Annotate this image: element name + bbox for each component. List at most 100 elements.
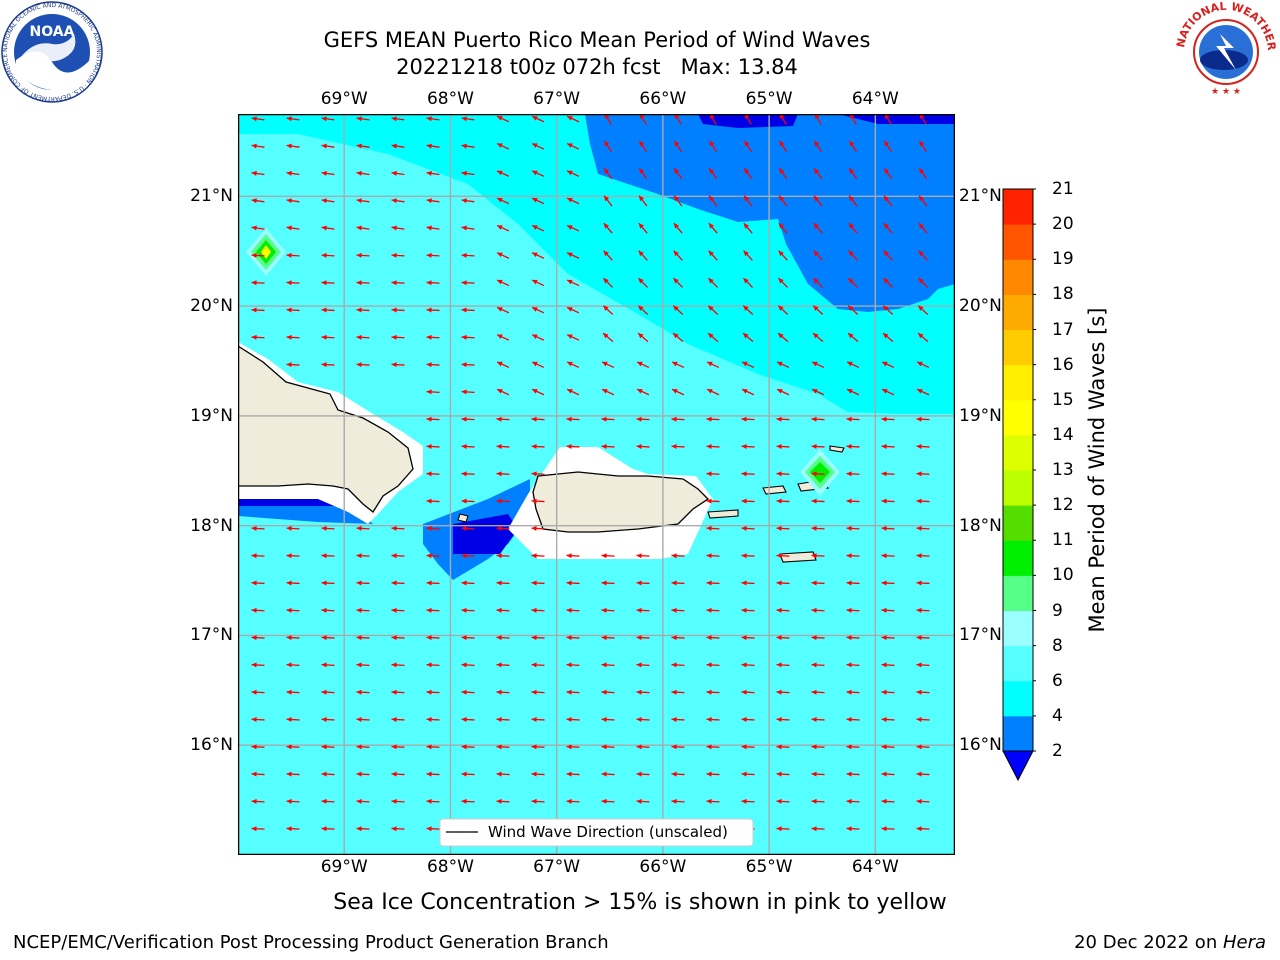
map-legend: Wind Wave Direction (unscaled) [439,818,754,847]
wave-direction-arrowhead [461,744,467,750]
wave-direction-arrowhead [846,689,852,695]
wave-direction-arrowhead [881,717,887,723]
wave-direction-arrowhead [602,361,608,367]
wave-direction-arrowhead [918,305,924,311]
wave-direction-arrowhead [391,580,397,586]
wave-direction-arrowhead [846,471,852,477]
wave-direction-arrowhead [286,143,292,149]
wave-direction-arrowhead [567,225,573,230]
wave-direction-arrowhead [532,252,538,258]
wave-direction-arrowhead [531,471,537,477]
wave-direction-arrowhead [567,198,573,203]
wave-direction-arrowhead [461,798,467,804]
ocean-region-dark-ne2 [838,114,955,124]
wave-direction-arrowhead [286,744,292,750]
wave-direction-arrowhead [601,607,607,613]
wave-direction-arrowhead [532,389,538,394]
legend-label: Wind Wave Direction (unscaled) [488,823,728,841]
map-title-line2: 20221218 t00z 072h fcst Max: 13.84 [396,55,798,79]
wave-direction-arrowhead [603,250,609,257]
wave-direction-arrowhead [391,334,397,340]
wave-direction-arrowhead [811,635,817,641]
wave-direction-arrowhead [636,607,642,613]
svg-text:★ ★ ★: ★ ★ ★ [1211,87,1241,97]
wave-direction-arrowhead [286,525,292,531]
wave-direction-arrowhead [356,662,362,668]
land-vieques [707,509,739,519]
wave-direction-arrowhead [881,635,887,641]
wave-direction-arrowhead [916,635,922,641]
wave-direction-arrowhead [532,143,538,148]
colorbar-tick-label: 16 [1052,354,1074,375]
wave-direction-arrowhead [461,717,467,723]
wave-direction-arrowhead [603,333,609,339]
wave-direction-arrowhead [391,717,397,723]
wave-direction-arrowhead [881,444,887,450]
wave-direction-arrowhead [286,553,292,559]
wave-direction-arrowhead [426,798,432,804]
wave-direction-arrowhead [461,198,467,204]
wave-direction-arrowhead [777,389,783,394]
colorbar-tick-label: 6 [1052,670,1063,691]
wave-direction-arrowhead [776,607,782,613]
wave-direction-arrowhead [567,307,573,312]
lon-label-bottom: 68°W [426,857,474,877]
wave-direction-arrowhead [918,278,924,284]
grid-lines [238,114,955,855]
wave-direction-arrowhead [496,607,502,613]
wave-direction-arrowhead [426,826,432,832]
wave-direction-arrowhead [251,252,257,258]
wave-direction-arrowhead [741,553,747,559]
wave-direction-arrowhead [671,416,677,422]
wave-direction-arrowhead [321,116,327,122]
wave-direction-arrowhead [356,143,362,149]
wave-direction-arrowhead [671,662,677,668]
wave-direction-arrowhead [286,362,292,368]
wave-direction-arrowhead [391,525,397,531]
wave-direction-arrowhead [566,744,572,750]
wave-direction-arrowhead [636,416,642,422]
wave-direction-arrowhead [881,662,887,668]
wave-direction-arrowhead [391,635,397,641]
wave-direction-arrowhead [251,553,257,559]
wave-direction-arrowhead [778,250,784,257]
wave-direction-arrowhead [356,525,362,531]
wave-direction-arrowhead [461,334,467,340]
wave-direction-arrowhead [811,798,817,804]
lon-label-top: 65°W [745,89,793,109]
wave-direction-arrowhead [461,580,467,586]
wave-direction-arrowhead [918,223,924,229]
map-title-line1: GEFS MEAN Puerto Rico Mean Period of Win… [323,28,871,52]
wave-direction-arrowhead [426,116,432,122]
wave-direction-arrowhead [356,798,362,804]
wave-direction-arrowhead [426,280,432,286]
wave-direction-arrowhead [743,305,749,311]
wave-direction-arrowhead [496,689,502,695]
wave-direction-arrowhead [496,471,502,477]
wave-direction-arrowhead [674,140,680,147]
wave-direction-arrowhead [811,498,817,504]
wave-direction-arrowhead [496,525,502,531]
map-plot[interactable]: Wind Wave Direction (unscaled) [238,114,955,855]
wave-direction-arrowhead [778,278,784,284]
wave-direction-arrowhead [426,662,432,668]
wind-wave-arrows [251,114,930,832]
wave-direction-arrowhead [707,361,713,367]
wave-direction-arrowhead [743,278,749,284]
wave-direction-arrowhead [671,553,677,559]
wave-direction-arrowhead [321,525,327,531]
colorbar-segment [1003,540,1033,576]
colorbar-tick-label: 21 [1052,179,1074,199]
wave-direction-arrowhead [741,717,747,723]
wave-direction-arrowhead [461,444,467,450]
wave-direction-arrowhead [881,798,887,804]
wave-direction-arrowhead [604,168,610,174]
wave-direction-arrowhead [461,170,467,176]
wave-direction-arrowhead [251,334,257,340]
wave-direction-arrowhead [497,279,503,285]
lon-label-bottom: 66°W [639,857,687,877]
wave-direction-arrowhead [916,580,922,586]
wave-direction-arrowhead [604,140,610,147]
wave-direction-arrowhead [391,198,397,204]
wave-direction-arrowhead [813,305,819,311]
